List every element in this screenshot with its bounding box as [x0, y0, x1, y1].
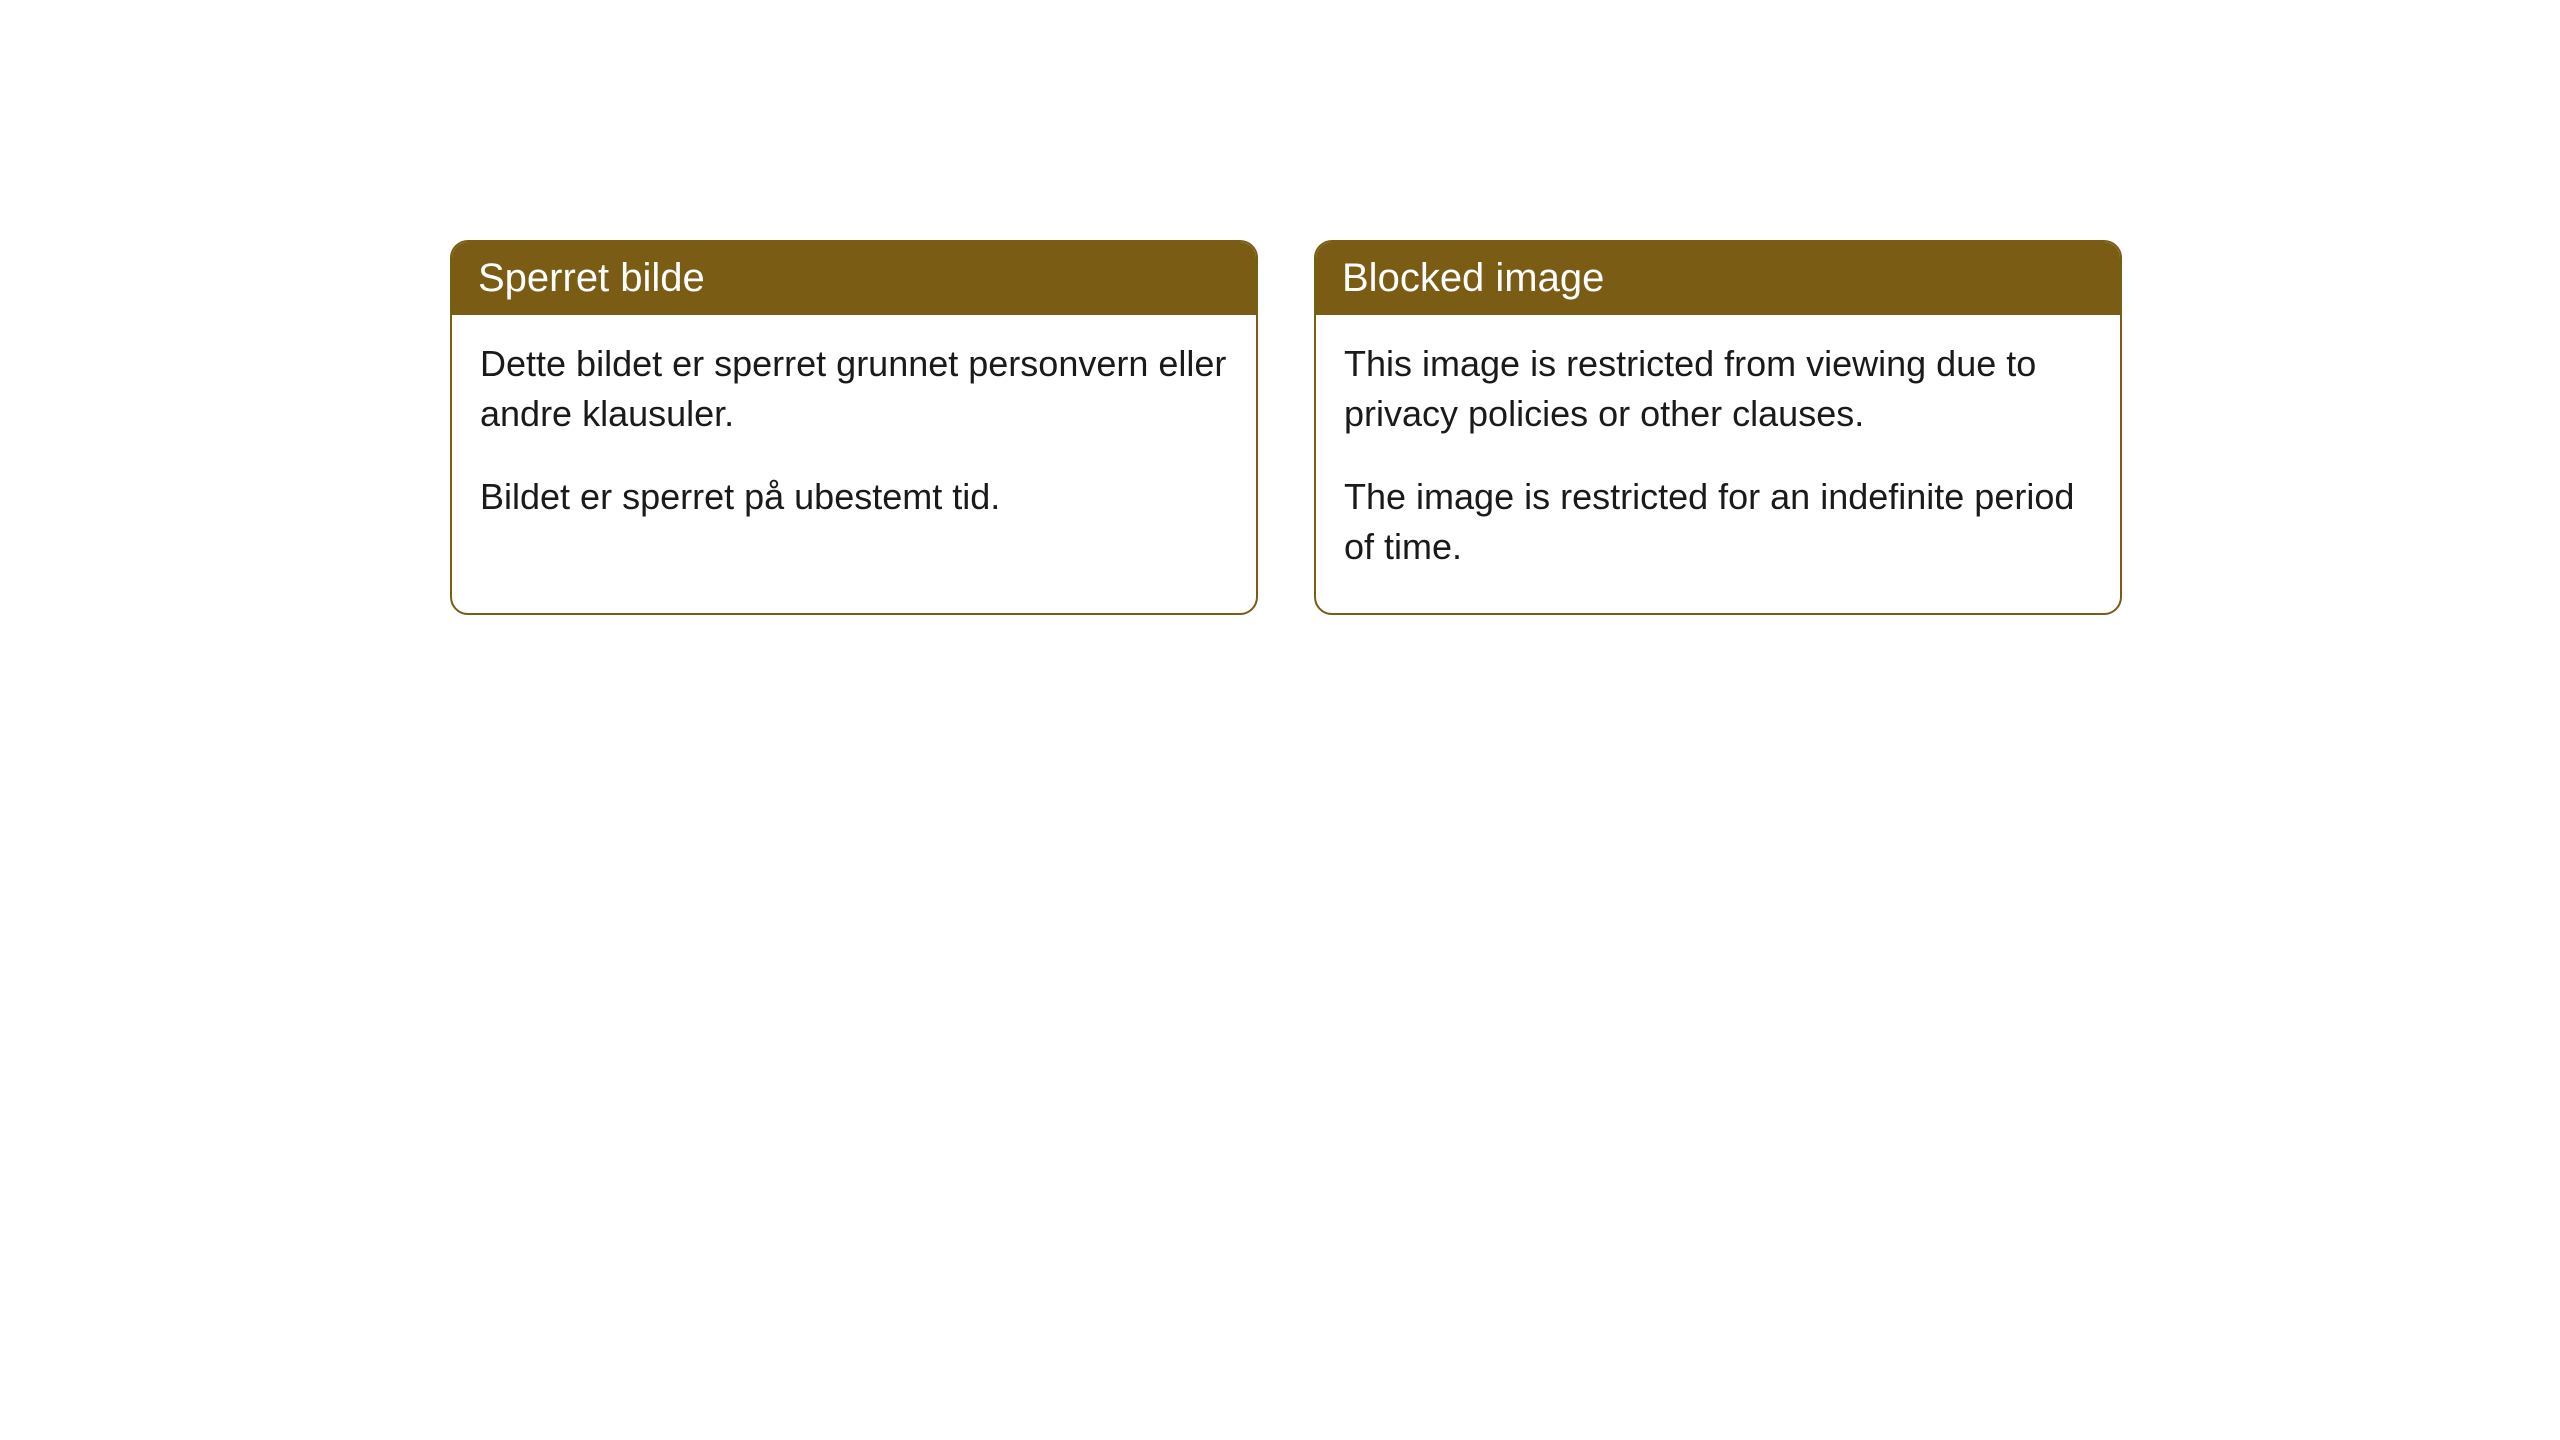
notice-cards-container: Sperret bilde Dette bildet er sperret gr… [0, 0, 2560, 615]
card-paragraph: Dette bildet er sperret grunnet personve… [480, 339, 1228, 440]
card-title: Blocked image [1342, 256, 1604, 300]
card-paragraph: The image is restricted for an indefinit… [1344, 472, 2092, 573]
blocked-image-card-english: Blocked image This image is restricted f… [1314, 240, 2122, 615]
card-body-norwegian: Dette bildet er sperret grunnet personve… [452, 315, 1256, 562]
card-header-english: Blocked image [1316, 242, 2120, 315]
card-title: Sperret bilde [478, 256, 705, 300]
card-header-norwegian: Sperret bilde [452, 242, 1256, 315]
card-body-english: This image is restricted from viewing du… [1316, 315, 2120, 613]
card-paragraph: This image is restricted from viewing du… [1344, 339, 2092, 440]
card-paragraph: Bildet er sperret på ubestemt tid. [480, 472, 1228, 522]
blocked-image-card-norwegian: Sperret bilde Dette bildet er sperret gr… [450, 240, 1258, 615]
